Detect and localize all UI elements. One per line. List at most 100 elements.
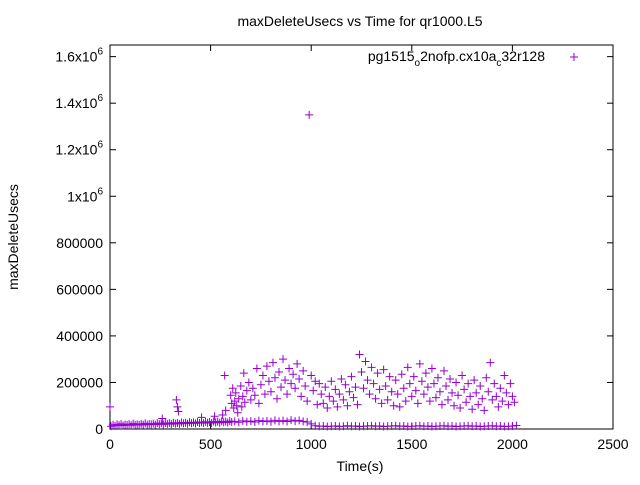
- data-point: [391, 376, 400, 385]
- data-point: [444, 395, 453, 404]
- data-point: [351, 383, 360, 392]
- data-point: [371, 394, 380, 403]
- data-point: [361, 357, 370, 366]
- data-point: [437, 400, 446, 409]
- data-point: [233, 408, 242, 417]
- y-tick-label: 400000: [56, 328, 103, 344]
- data-point: [246, 417, 255, 426]
- data-point: [299, 417, 308, 426]
- data-point: [450, 401, 459, 410]
- data-point: [250, 391, 259, 400]
- data-point: [236, 381, 245, 390]
- x-tick-label: 2000: [497, 436, 528, 452]
- data-point: [462, 398, 471, 407]
- y-tick-label-text: 0: [95, 421, 103, 437]
- legend-text: 2nofp.cx10a: [420, 48, 496, 64]
- data-point: [508, 392, 517, 401]
- data-point: [492, 392, 501, 401]
- x-tick-label: 500: [199, 436, 223, 452]
- y-tick-label-text: 1.4x10: [55, 95, 97, 111]
- series-points: [106, 110, 521, 431]
- data-point: [287, 379, 296, 388]
- data-point: [448, 388, 457, 397]
- data-point: [221, 406, 230, 415]
- data-point: [464, 379, 473, 388]
- data-point: [452, 378, 461, 387]
- data-point: [210, 412, 219, 421]
- legend-text: 32r128: [501, 48, 545, 64]
- data-point: [341, 380, 350, 389]
- y-tick-label: 0: [95, 421, 103, 437]
- data-point: [466, 392, 475, 401]
- data-point: [379, 365, 388, 374]
- data-point: [498, 397, 507, 406]
- data-point: [458, 371, 467, 380]
- data-point: [504, 400, 513, 409]
- data-point: [307, 419, 316, 428]
- data-point: [343, 401, 352, 410]
- data-point: [502, 388, 511, 397]
- data-point: [232, 401, 241, 410]
- data-point: [431, 393, 440, 402]
- data-point: [377, 399, 386, 408]
- data-point: [476, 381, 485, 390]
- data-point: [472, 388, 481, 397]
- data-point: [240, 398, 249, 407]
- y-tick-label-text: 1.6x10: [55, 49, 97, 65]
- data-point: [323, 404, 332, 413]
- data-point: [335, 390, 344, 399]
- y-axis-label: maxDeleteUsecs: [5, 184, 21, 290]
- data-point: [319, 399, 328, 408]
- data-point: [325, 392, 334, 401]
- legend-subscript: o: [415, 58, 421, 69]
- y-tick-label-exponent: 6: [97, 186, 103, 197]
- x-tick-label: 1000: [296, 436, 327, 452]
- y-tick-label: 800000: [56, 235, 103, 251]
- data-point: [260, 390, 269, 399]
- data-point: [417, 377, 426, 386]
- x-axis-label: Time(s): [337, 458, 384, 474]
- data-point: [295, 374, 304, 383]
- data-point: [446, 374, 455, 383]
- data-point: [197, 413, 206, 422]
- data-point: [297, 392, 306, 401]
- data-point: [239, 369, 248, 378]
- data-point: [303, 418, 312, 427]
- data-point: [347, 372, 356, 381]
- data-point: [258, 417, 267, 426]
- data-point: [321, 383, 330, 392]
- data-point: [285, 364, 294, 373]
- data-point: [230, 397, 239, 406]
- data-point: [333, 402, 342, 411]
- data-point: [279, 416, 288, 425]
- data-point: [158, 414, 167, 423]
- data-point: [405, 379, 414, 388]
- y-tick-label: 600000: [56, 281, 103, 297]
- data-point: [399, 384, 408, 393]
- data-point: [295, 416, 304, 425]
- data-point: [442, 381, 451, 390]
- data-point: [494, 402, 503, 411]
- data-point: [373, 369, 382, 378]
- tick-labels: 0 500 1000 1500 2000 2500 0 200000 400000 600000 8…: [55, 47, 628, 452]
- data-point: [238, 416, 247, 425]
- data-point: [365, 390, 374, 399]
- data-point: [397, 370, 406, 379]
- data-point: [435, 387, 444, 396]
- data-point: [172, 395, 181, 404]
- data-point: [401, 397, 410, 406]
- data-point: [230, 417, 239, 426]
- y-tick-label: 1.2x106: [55, 140, 103, 158]
- legend-label: pg1515o2nofp.cx10ac32r128: [368, 48, 545, 69]
- data-point: [387, 387, 396, 396]
- data-point: [510, 398, 519, 407]
- data-point: [283, 390, 292, 399]
- data-point: [403, 363, 412, 372]
- data-point: [506, 379, 515, 388]
- data-point: [496, 384, 505, 393]
- data-point: [231, 388, 240, 397]
- data-point: [419, 390, 428, 399]
- x-tick-label: 1500: [396, 436, 427, 452]
- data-point: [234, 394, 243, 403]
